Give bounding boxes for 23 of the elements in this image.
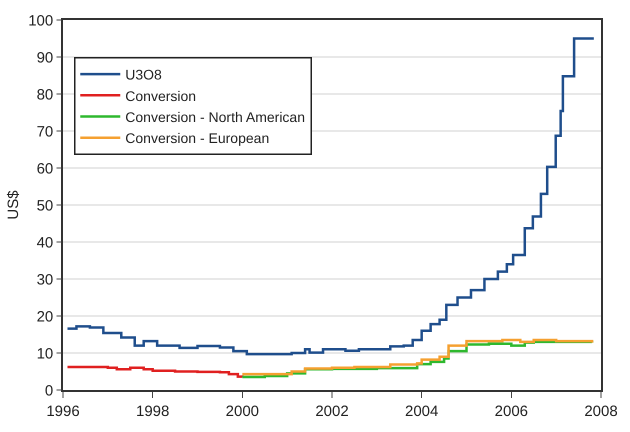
x-tick-label: 2002	[315, 402, 349, 420]
legend-label: Conversion - North American	[125, 108, 306, 125]
y-tick-label: 40	[36, 234, 54, 252]
legend-label: Conversion - European	[125, 130, 270, 146]
y-tick-label: 60	[36, 160, 54, 178]
y-tick-label: 70	[36, 123, 54, 140]
x-tick-label: 1996	[46, 402, 80, 420]
x-tick-label: 2008	[584, 402, 618, 420]
legend-label: U3O8	[125, 66, 162, 83]
y-tick-label: 80	[36, 86, 54, 104]
y-tick-label: 20	[36, 308, 54, 326]
x-tick-label: 1998	[136, 402, 170, 420]
legend-label: Conversion	[125, 88, 196, 104]
x-tick-label: 2000	[226, 402, 260, 420]
x-tick-label: 2004	[404, 402, 438, 420]
y-tick-label: 100	[28, 12, 54, 30]
y-tick-label: 50	[36, 197, 54, 214]
y-tick-label: 10	[36, 345, 54, 362]
y-tick-label: 30	[36, 271, 54, 288]
y-axis-title: US$	[4, 190, 22, 220]
y-tick-label: 0	[44, 382, 54, 400]
y-tick-label: 90	[36, 49, 54, 66]
x-tick-label: 2006	[494, 402, 528, 420]
